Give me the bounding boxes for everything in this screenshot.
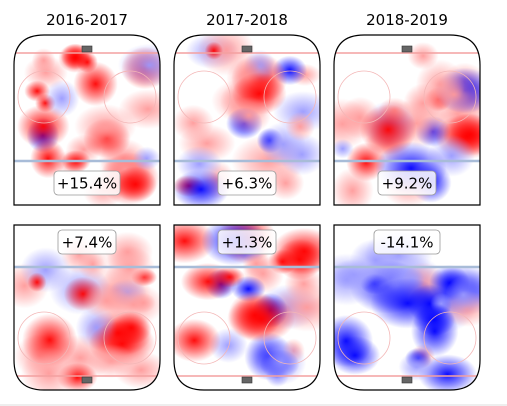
heat-blob-positive	[30, 139, 66, 179]
heat-blob-positive	[74, 104, 137, 148]
rink-panel-2-2: +1.3%	[173, 224, 321, 391]
heat-blob-positive	[82, 282, 131, 320]
rink-boards	[173, 34, 321, 206]
goal-net	[81, 376, 93, 384]
heat-blob-positive	[27, 272, 47, 292]
rink-boards	[333, 224, 481, 391]
percent-label-text: +1.3%	[222, 234, 273, 252]
heat-blob-positive	[174, 225, 216, 264]
percent-label-box	[377, 170, 437, 196]
heat-blob-positive	[197, 35, 255, 76]
faceoff-circle	[177, 311, 231, 365]
percent-label-text: +9.2%	[382, 175, 433, 193]
heat-blob-positive	[204, 41, 224, 60]
goal-net	[401, 376, 413, 384]
percent-label: +6.3%	[217, 170, 277, 196]
season-title-3: 2018-2019	[366, 11, 448, 29]
heat-blob-positive	[228, 291, 282, 340]
percent-label: +1.3%	[217, 229, 277, 255]
heat-blob-negative	[174, 169, 230, 205]
goal-net	[401, 45, 413, 53]
faceoff-circle	[263, 311, 317, 365]
heat-blob-negative	[334, 335, 381, 375]
faceoff-circle	[423, 311, 477, 365]
percent-label-box	[217, 170, 277, 196]
heat-blob-positive	[267, 166, 305, 201]
percent-label: +15.4%	[53, 170, 121, 196]
heat-blob-negative	[445, 276, 480, 314]
heat-blob-positive	[359, 104, 417, 155]
percent-label-text: +6.3%	[222, 175, 273, 193]
heat-blob-positive	[24, 80, 50, 102]
heat-blob-positive	[76, 51, 98, 73]
rink-panel-2-1: +7.4%	[13, 224, 161, 391]
heat-blob-positive	[20, 347, 77, 390]
faceoff-circle	[263, 70, 317, 124]
heat-blob-positive	[242, 250, 270, 278]
percent-label: +9.2%	[377, 170, 437, 196]
heat-blob-negative	[44, 79, 80, 118]
heat-blob-positive	[174, 104, 214, 142]
percent-label-box	[57, 229, 117, 255]
heat-blob-negative	[410, 305, 459, 358]
faceoff-circle	[103, 311, 157, 365]
heat-blob-positive	[73, 61, 118, 107]
season-title-1: 2016-2017	[46, 11, 128, 29]
heat-blob-negative	[334, 259, 377, 291]
percent-label: -14.1%	[373, 229, 441, 255]
rink-boards	[173, 224, 321, 391]
heat-blob-positive	[428, 77, 479, 112]
rink-panel-1-1: +15.4%	[13, 34, 161, 206]
percent-label-box	[373, 229, 441, 255]
faceoff-circle	[17, 311, 71, 365]
heat-blob-negative	[132, 146, 160, 171]
rink-boards	[13, 34, 161, 206]
goal-net	[241, 376, 253, 384]
percent-label-text: +15.4%	[57, 175, 117, 193]
percent-label-text: -14.1%	[380, 234, 433, 252]
faceoff-circle	[337, 311, 391, 365]
faceoff-circle	[17, 70, 71, 124]
faceoff-circle	[337, 70, 391, 124]
heat-blob-negative	[176, 146, 222, 182]
heat-blob-positive	[334, 167, 374, 205]
rink-panel-2-3: -14.1%	[333, 224, 481, 391]
goal-net	[81, 45, 93, 53]
heat-blob-positive	[180, 262, 236, 301]
percent-label: +7.4%	[57, 229, 117, 255]
rink-boards	[333, 34, 481, 206]
rink-panel-1-2: +6.3%	[173, 34, 321, 206]
heat-blob-positive	[227, 96, 271, 134]
heat-blob-positive	[275, 238, 320, 281]
goal-net	[241, 45, 253, 53]
faceoff-circle	[423, 70, 477, 124]
heat-blob-negative	[117, 43, 160, 87]
heat-blob-negative	[334, 139, 354, 159]
percent-label-text: +7.4%	[62, 234, 113, 252]
percent-label-box	[53, 170, 121, 196]
heat-blob-negative	[398, 352, 435, 381]
heat-blob-positive	[77, 247, 109, 281]
heat-blob-positive	[285, 111, 315, 142]
percent-label-box	[217, 229, 277, 255]
rink-boards	[13, 224, 161, 391]
rink-panel-1-3: +9.2%	[333, 34, 481, 206]
faceoff-circle	[177, 70, 231, 124]
season-title-2: 2017-2018	[206, 11, 288, 29]
heat-blob-positive	[174, 318, 221, 362]
heat-blob-positive	[113, 166, 157, 202]
heat-blob-positive	[31, 48, 56, 73]
heat-blob-positive	[407, 42, 439, 70]
heat-blob-positive	[130, 292, 156, 313]
faceoff-circle	[103, 70, 157, 124]
